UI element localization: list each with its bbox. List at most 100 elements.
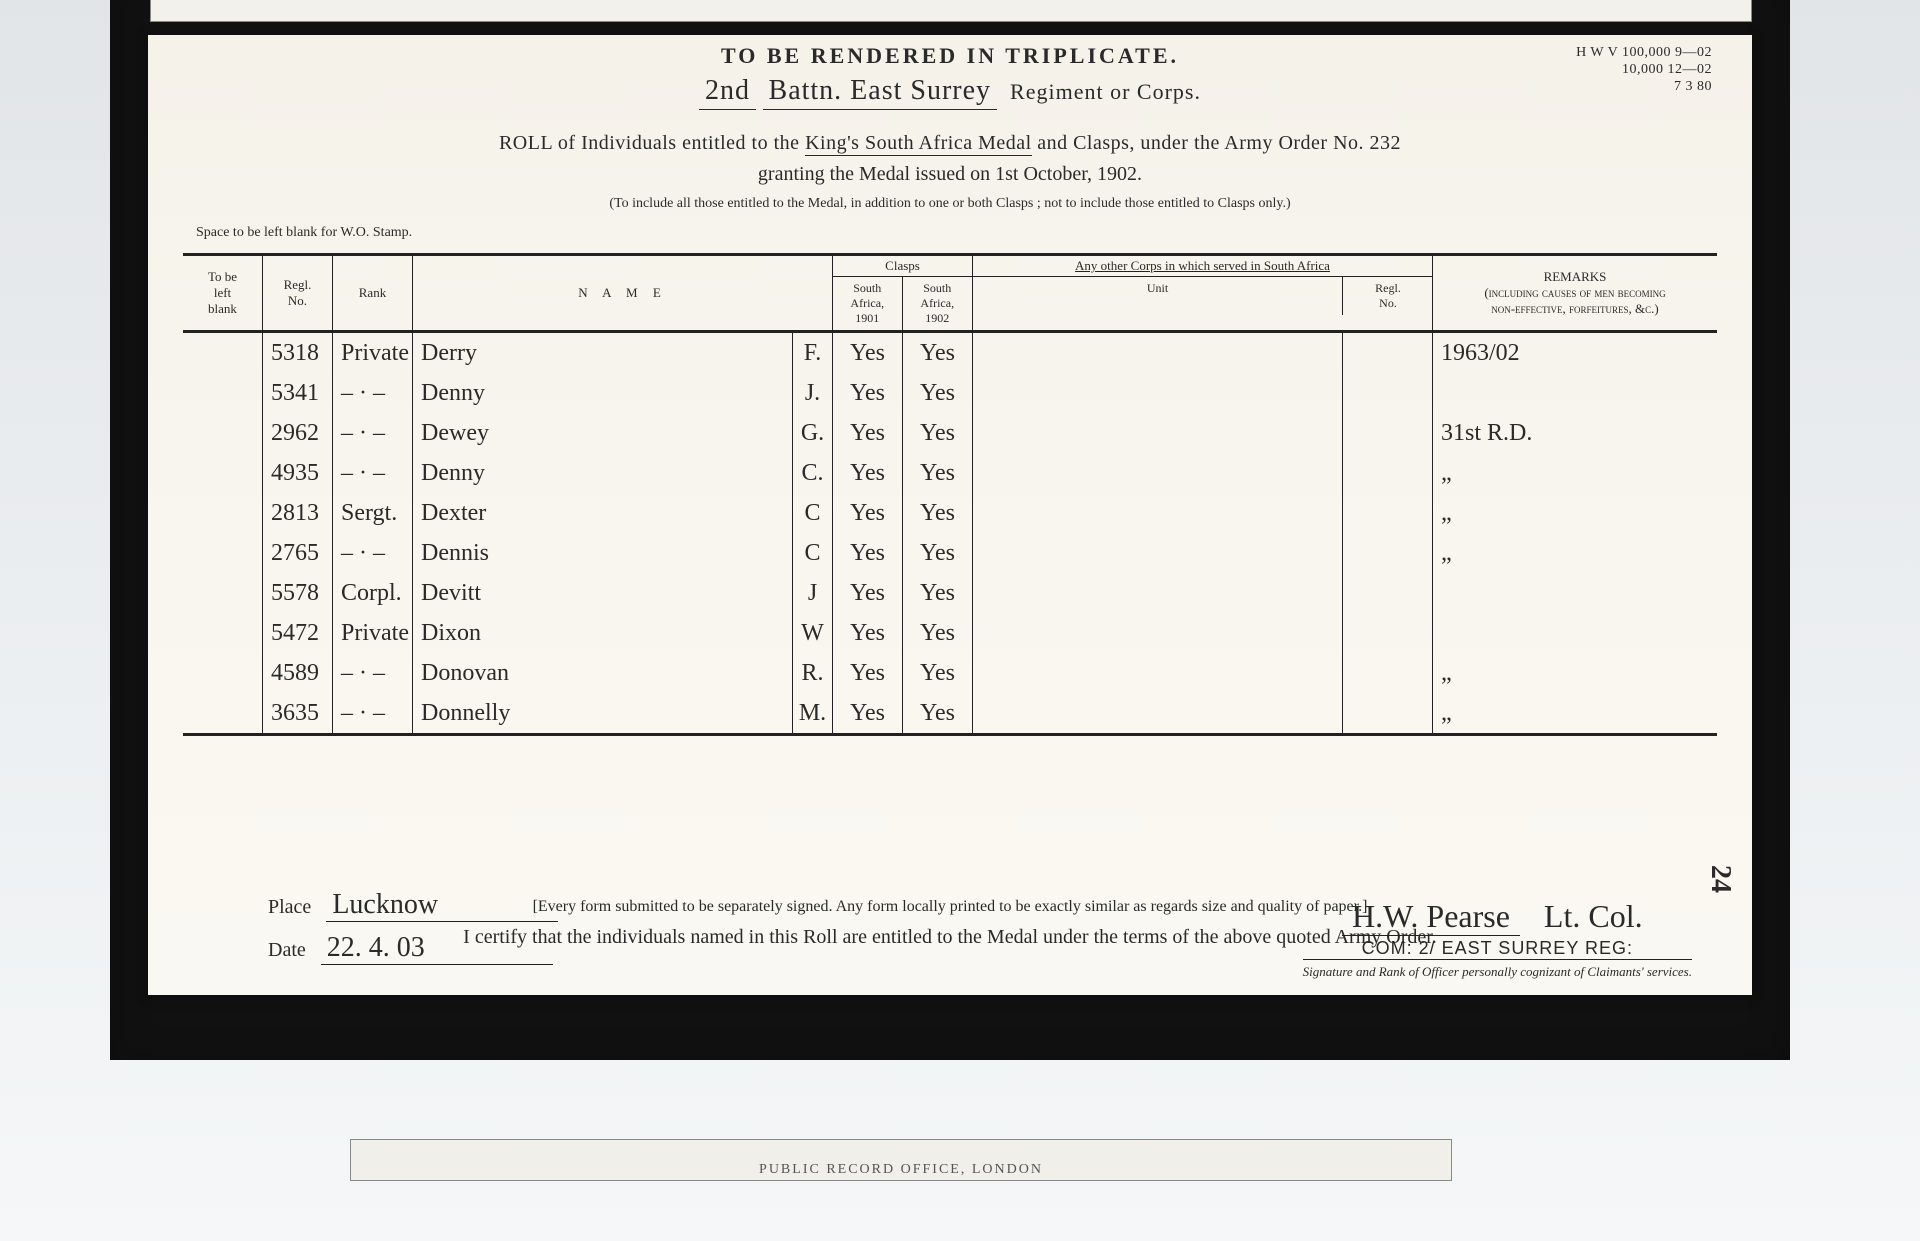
cell-rank: – · – (333, 693, 413, 733)
cell-blank (183, 693, 263, 733)
cell-surname: Denny (413, 373, 793, 413)
cell-regl-no: 5578 (263, 573, 333, 613)
roll-text-b: and Clasps, under the Army Order No. 232 (1037, 132, 1401, 154)
roll-text-a: ROLL of Individuals entitled to the (499, 132, 805, 154)
cell-clasp-1901: Yes (833, 373, 903, 413)
cell-regl-no: 2813 (263, 493, 333, 533)
cell-rank: – · – (333, 653, 413, 693)
regiment-line: 2nd Battn. East Surrey Regiment or Corps… (148, 75, 1752, 110)
col-name: N A M E (413, 256, 833, 330)
cell-clasp-1902: Yes (903, 373, 973, 413)
regiment-suffix: Regiment or Corps. (1010, 79, 1201, 104)
cell-other-regl (1343, 453, 1433, 493)
cell-surname: Donovan (413, 653, 793, 693)
cell-other-regl (1343, 333, 1433, 373)
cell-other-unit (973, 533, 1343, 573)
cell-clasp-1902: Yes (903, 493, 973, 533)
cell-surname: Devitt (413, 573, 793, 613)
cell-surname: Dewey (413, 413, 793, 453)
cell-surname: Dixon (413, 613, 793, 653)
place-value: Lucknow (326, 889, 558, 922)
cell-clasp-1902: Yes (903, 533, 973, 573)
cell-clasp-1902: Yes (903, 413, 973, 453)
cell-blank (183, 453, 263, 493)
cell-rank: – · – (333, 533, 413, 573)
cell-surname: Dennis (413, 533, 793, 573)
cell-other-unit (973, 493, 1343, 533)
cell-clasp-1901: Yes (833, 573, 903, 613)
cell-other-regl (1343, 693, 1433, 733)
include-note: (To include all those entitled to the Me… (148, 196, 1752, 212)
cell-other-regl (1343, 373, 1433, 413)
cell-rank: – · – (333, 373, 413, 413)
cell-regl-no: 4589 (263, 653, 333, 693)
viewport: H W V 100,000 9—02 10,000 12—02 7 3 80 T… (0, 0, 1920, 1241)
cell-blank (183, 533, 263, 573)
cell-remarks: „ (1433, 493, 1717, 533)
cell-remarks (1433, 573, 1717, 613)
cell-clasp-1901: Yes (833, 493, 903, 533)
cell-blank (183, 613, 263, 653)
cell-remarks: „ (1433, 653, 1717, 693)
cell-other-unit (973, 373, 1343, 413)
col-clasps-title: Clasps (833, 256, 972, 277)
table-row: 3635– · –DonnellyM.YesYes„ (183, 693, 1717, 733)
cell-clasp-1902: Yes (903, 613, 973, 653)
table-row: 5578Corpl.DevittJYesYes (183, 573, 1717, 613)
cell-initial: R. (793, 653, 833, 693)
cell-other-unit (973, 653, 1343, 693)
cell-surname: Donnelly (413, 693, 793, 733)
cell-surname: Dexter (413, 493, 793, 533)
col-clasps-group: Clasps South Africa, 1901 South Africa, … (833, 256, 973, 330)
cell-regl-no: 5472 (263, 613, 333, 653)
cell-blank (183, 413, 263, 453)
officer-signature: H.W. Pearse (1342, 898, 1520, 936)
col-other-unit: Unit (973, 277, 1343, 315)
cell-blank (183, 493, 263, 533)
cell-clasp-1902: Yes (903, 573, 973, 613)
cell-initial: J. (793, 373, 833, 413)
cell-remarks: „ (1433, 693, 1717, 733)
table-row: 5472PrivateDixonWYesYes (183, 613, 1717, 653)
table-row: 2962– · –DeweyG.YesYes31st R.D. (183, 413, 1717, 453)
cell-initial: C (793, 533, 833, 573)
cell-surname: Denny (413, 453, 793, 493)
cell-rank: Corpl. (333, 573, 413, 613)
col-blank: To be left blank (183, 256, 263, 330)
cell-initial: J (793, 573, 833, 613)
cell-remarks (1433, 373, 1717, 413)
cell-surname: Derry (413, 333, 793, 373)
date-label: Date (268, 939, 306, 961)
cell-clasp-1901: Yes (833, 413, 903, 453)
unit-stamp: COM: 2/ EAST SURREY REG: (1303, 938, 1692, 960)
cell-other-unit (973, 693, 1343, 733)
cell-remarks: „ (1433, 533, 1717, 573)
cell-other-regl (1343, 533, 1433, 573)
cell-initial: W (793, 613, 833, 653)
cell-other-regl (1343, 493, 1433, 533)
cell-rank: Private (333, 333, 413, 373)
cell-other-regl (1343, 413, 1433, 453)
cell-rank: Private (333, 613, 413, 653)
cell-other-unit (973, 333, 1343, 373)
wo-stamp-note: Space to be left blank for W.O. Stamp. (196, 225, 412, 241)
place-label: Place (268, 896, 311, 918)
previous-page-strip (150, 0, 1752, 22)
officer-rank: Lt. Col. (1534, 898, 1653, 935)
cell-rank: – · – (333, 413, 413, 453)
photocopy-frame: H W V 100,000 9—02 10,000 12—02 7 3 80 T… (110, 0, 1790, 1060)
signature-note: Signature and Rank of Officer personally… (1303, 964, 1692, 980)
cell-clasp-1902: Yes (903, 653, 973, 693)
cell-initial: F. (793, 333, 833, 373)
cell-other-unit (973, 413, 1343, 453)
table-row: 2813Sergt.DexterCYesYes„ (183, 493, 1717, 533)
table-row: 5318PrivateDerryF.YesYes1963/02 (183, 333, 1717, 373)
cell-other-regl (1343, 653, 1433, 693)
next-page-fragment: PUBLIC RECORD OFFICE, LONDON (350, 1139, 1452, 1181)
col-sa-1901: South Africa, 1901 (833, 277, 903, 330)
cell-clasp-1901: Yes (833, 613, 903, 653)
cell-regl-no: 5341 (263, 373, 333, 413)
cell-clasp-1901: Yes (833, 653, 903, 693)
cell-clasp-1902: Yes (903, 693, 973, 733)
cell-regl-no: 2962 (263, 413, 333, 453)
